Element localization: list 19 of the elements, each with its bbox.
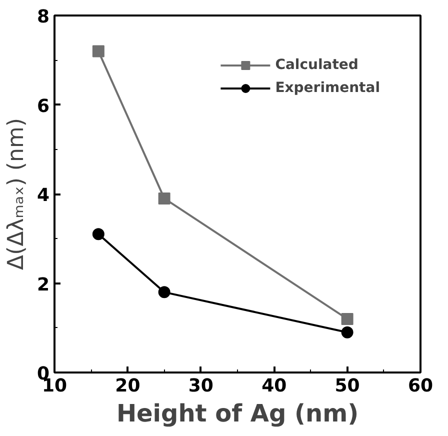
x-tick-label: 60 (408, 376, 434, 396)
y-tick-label: 8 (36, 6, 50, 28)
point (341, 312, 354, 325)
x-tick-label: 40 (262, 376, 287, 396)
y-tick-label: 4 (36, 185, 50, 206)
point (92, 45, 104, 58)
x-tick-label: 30 (188, 376, 214, 396)
y-tick-label: 6 (36, 96, 50, 117)
x-tick-label: 50 (334, 376, 360, 396)
point (341, 326, 354, 338)
y-axis-title: Δ(Δλₘₐₓ) (nm) (4, 118, 29, 270)
point (158, 286, 170, 298)
legend-label: Calculated (275, 57, 358, 73)
x-axis-title: Height of Ag (nm) (116, 400, 359, 428)
point (158, 192, 170, 204)
y-tick-label: 2 (36, 274, 50, 296)
x-tick-label: 20 (115, 376, 140, 396)
point (92, 228, 104, 240)
legend-label: Experimental (275, 80, 380, 96)
